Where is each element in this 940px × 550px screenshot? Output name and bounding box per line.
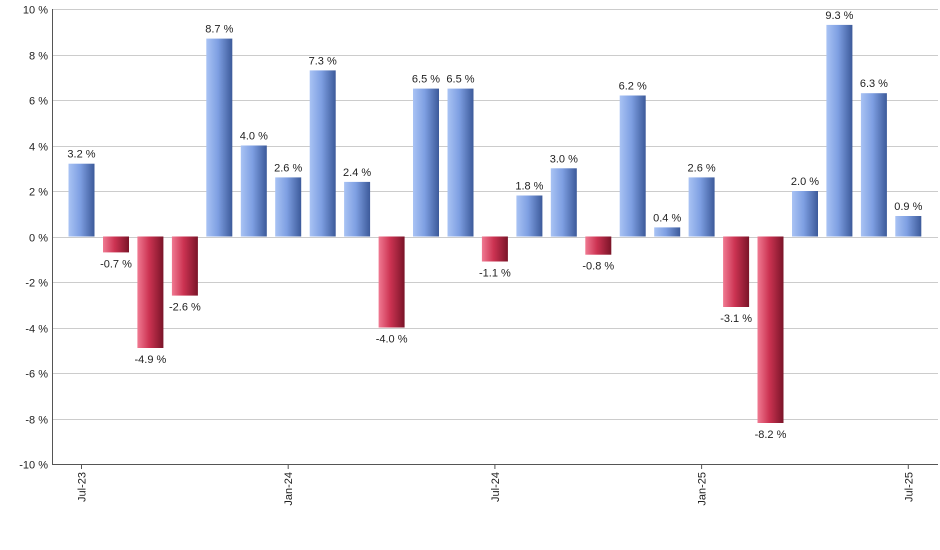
data-label-Aug-23: -0.7 % xyxy=(100,258,132,270)
data-label-Mar-24: 2.4 % xyxy=(343,167,371,179)
bar-May-25 xyxy=(826,24,853,237)
y-tick-label: -8 % xyxy=(25,415,48,427)
bar-Jan-24 xyxy=(275,177,302,237)
x-tick-label-Jul-25: Jul-25 xyxy=(903,472,915,502)
y-tick-label: 4 % xyxy=(29,142,48,154)
y-tick-label: -10 % xyxy=(19,460,48,472)
bar-Jul-23 xyxy=(68,163,95,237)
data-label-Sep-23: -4.9 % xyxy=(135,354,167,366)
y-tick-label: 10 % xyxy=(23,5,48,17)
data-label-Dec-23: 4.0 % xyxy=(240,131,268,143)
x-tick-labels: Jul-23 Jan-24 Jul-24 Jan-25 Jul-25 xyxy=(77,464,915,506)
bar-Feb-24 xyxy=(309,70,336,237)
data-label-May-25: 9.3 % xyxy=(825,10,853,22)
x-tick-label-Jan-24: Jan-24 xyxy=(283,472,295,506)
data-label-Dec-24: 0.4 % xyxy=(653,212,681,224)
data-label-Jun-24: 6.5 % xyxy=(446,74,474,86)
data-label-Jan-25: 2.6 % xyxy=(688,162,716,174)
y-tick-label: 6 % xyxy=(29,96,48,108)
data-label-May-24: 6.5 % xyxy=(412,74,440,86)
bar-Mar-24 xyxy=(344,181,371,237)
bar-May-24 xyxy=(413,88,439,237)
y-tick-label: -2 % xyxy=(25,278,48,290)
data-label-Apr-25: 2.0 % xyxy=(791,176,819,188)
bar-Jun-24 xyxy=(447,88,474,237)
bar-Aug-23 xyxy=(103,236,129,253)
data-label-Mar-25: -8.2 % xyxy=(755,429,787,441)
y-tick-label: 8 % xyxy=(29,51,48,63)
bar-Apr-24 xyxy=(378,236,405,328)
bar-Jun-25 xyxy=(860,93,887,237)
bar-Dec-24 xyxy=(654,227,681,237)
bar-Jul-25 xyxy=(895,216,922,237)
data-label-Sep-24: 3.0 % xyxy=(550,153,578,165)
bar-Mar-25 xyxy=(757,236,784,423)
bar-Nov-24 xyxy=(619,95,646,237)
data-label-Jul-24: -1.1 % xyxy=(479,268,511,280)
data-label-Nov-23: 8.7 % xyxy=(205,24,233,36)
bar-Apr-25 xyxy=(792,191,818,237)
data-label-Nov-24: 6.2 % xyxy=(619,81,647,93)
data-label-Feb-25: -3.1 % xyxy=(720,313,752,325)
data-labels: 3.2 % -0.7 % -4.9 % -2.6 % 8.7 % 4.0 % 2.6 % 7.… xyxy=(67,10,922,441)
data-label-Apr-24: -4.0 % xyxy=(376,334,408,346)
bars xyxy=(68,24,922,423)
x-tick-label-Jan-25: Jan-25 xyxy=(697,472,709,506)
bar-Aug-24 xyxy=(516,195,543,237)
x-tick-label-Jul-24: Jul-24 xyxy=(490,472,502,502)
bar-Sep-24 xyxy=(550,168,577,237)
bar-Jan-25 xyxy=(688,177,715,237)
data-label-Jun-25: 6.3 % xyxy=(860,78,888,90)
data-label-Feb-24: 7.3 % xyxy=(309,55,337,67)
data-label-Jul-25: 0.9 % xyxy=(894,201,922,213)
bar-Dec-23 xyxy=(240,145,267,237)
y-tick-label: -6 % xyxy=(25,369,48,381)
y-tick-label: -4 % xyxy=(25,324,48,336)
y-tick-label: 2 % xyxy=(29,187,48,199)
bar-Nov-23 xyxy=(206,38,233,237)
y-tick-label: 0 % xyxy=(29,233,48,245)
bar-Oct-24 xyxy=(585,236,612,255)
y-tick-labels: 10 % 8 % 6 % 4 % 2 % 0 % -2 % -4 % -6 % -8 % -10 % xyxy=(19,5,48,472)
x-tick-label-Jul-23: Jul-23 xyxy=(77,472,89,502)
bar-Jul-24 xyxy=(481,236,508,262)
bar-Feb-25 xyxy=(723,236,750,307)
bar-Sep-23 xyxy=(137,236,164,348)
data-label-Jul-23: 3.2 % xyxy=(67,149,95,161)
data-label-Oct-24: -0.8 % xyxy=(582,261,614,273)
data-label-Jan-24: 2.6 % xyxy=(274,162,302,174)
bar-Oct-23 xyxy=(171,236,198,296)
data-label-Aug-24: 1.8 % xyxy=(515,181,543,193)
data-label-Oct-23: -2.6 % xyxy=(169,302,201,314)
